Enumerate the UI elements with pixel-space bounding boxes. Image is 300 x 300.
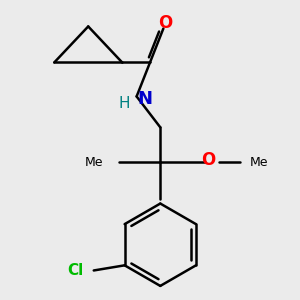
Text: Me: Me (250, 156, 268, 169)
Text: O: O (158, 14, 172, 32)
Text: N: N (137, 89, 152, 107)
Text: Cl: Cl (67, 263, 83, 278)
Text: O: O (202, 151, 216, 169)
Text: H: H (118, 96, 130, 111)
Text: Me: Me (85, 156, 104, 169)
